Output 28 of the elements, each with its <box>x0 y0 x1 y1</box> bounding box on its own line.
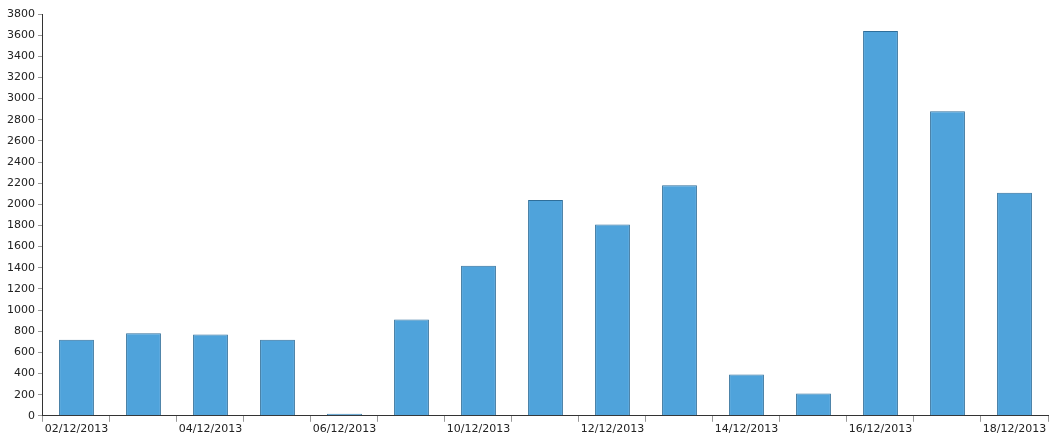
y-tick-label: 400 <box>13 366 35 380</box>
y-tick-label: 2600 <box>6 133 35 147</box>
y-tick-label: 2200 <box>6 176 35 190</box>
y-tick-label: 1400 <box>6 260 35 274</box>
x-tick-label: 04/12/2013 <box>178 422 243 436</box>
y-tick-label: 3400 <box>6 49 35 63</box>
y-tick-label: 2000 <box>6 197 35 211</box>
x-tick-label: 16/12/2013 <box>848 422 913 436</box>
y-tick-label: 200 <box>13 387 35 401</box>
x-tick-label: 12/12/2013 <box>580 422 645 436</box>
y-tick-label: 3200 <box>6 70 35 84</box>
x-tick-label: 02/12/2013 <box>44 422 109 436</box>
y-tick-label: 1200 <box>6 281 35 295</box>
y-tick-label: 600 <box>13 345 35 359</box>
y-tick-label: 0 <box>27 408 35 422</box>
x-tick-label: 10/12/2013 <box>446 422 511 436</box>
y-tick-label: 2800 <box>6 112 35 126</box>
x-tick-label: 06/12/2013 <box>312 422 377 436</box>
y-tick-label: 3600 <box>6 28 35 42</box>
y-tick-label: 1000 <box>6 302 35 316</box>
y-tick-label: 3000 <box>6 91 35 105</box>
y-tick-label: 1600 <box>6 239 35 253</box>
x-tick-label: 14/12/2013 <box>714 422 779 436</box>
y-tick-label: 2400 <box>6 154 35 168</box>
y-tick-label: 3800 <box>6 6 35 20</box>
y-tick-label: 800 <box>13 324 35 338</box>
y-tick-label: 1800 <box>6 218 35 232</box>
x-tick-label: 18/12/2013 <box>982 422 1047 436</box>
